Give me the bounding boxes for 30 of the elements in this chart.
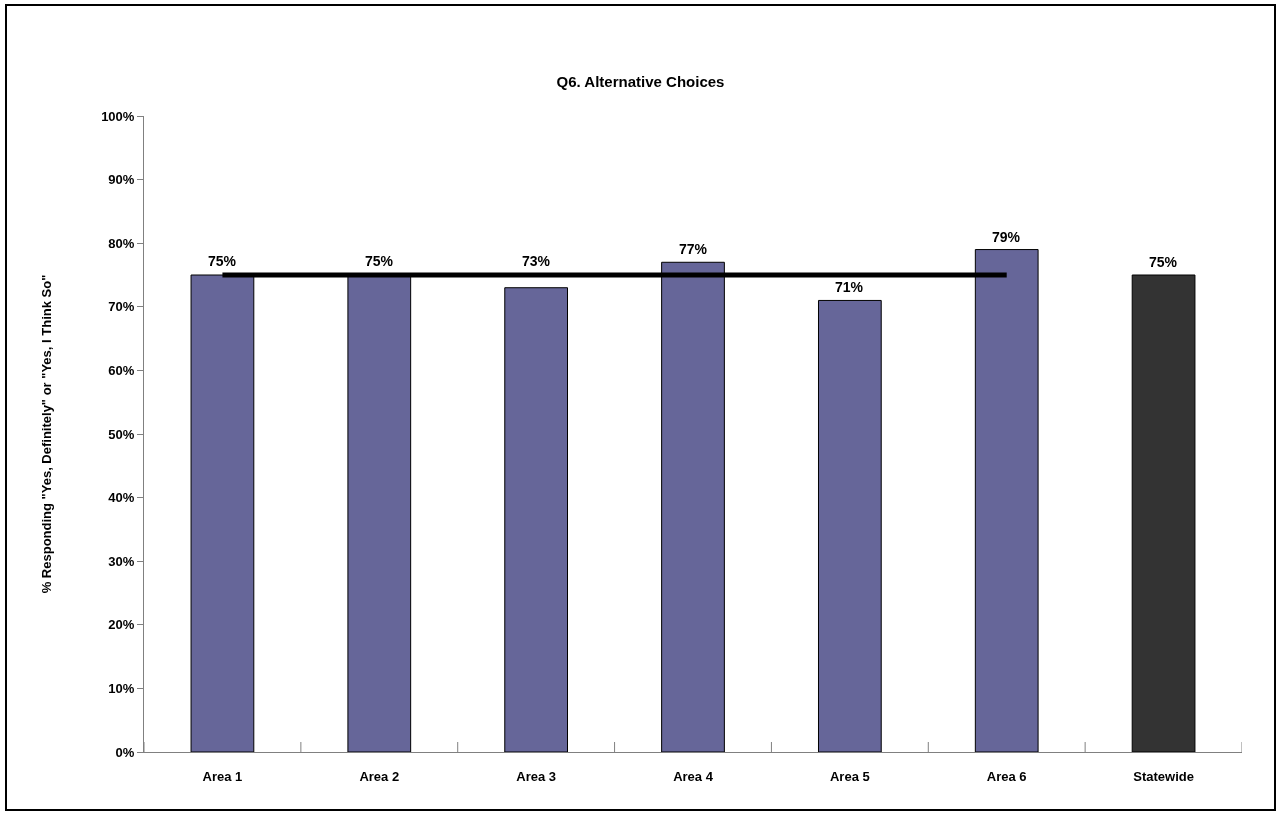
bar <box>504 287 569 752</box>
x-tick-label: Area 4 <box>673 768 714 784</box>
x-tick-label: Area 3 <box>516 768 557 784</box>
data-label: 75% <box>208 253 237 269</box>
y-tick-label: 70% <box>108 299 135 315</box>
x-tick-label: Statewide <box>1133 768 1194 784</box>
y-tick-label: 90% <box>108 172 135 188</box>
data-label: 75% <box>365 253 394 269</box>
x-tick-label: Area 2 <box>359 768 400 784</box>
y-tick-label: 40% <box>108 490 135 506</box>
y-tick-label: 100% <box>101 108 135 124</box>
y-tick-label: 60% <box>108 362 135 378</box>
y-tick-label: 80% <box>108 235 135 251</box>
chart-title: Q6. Alternative Choices <box>556 73 725 91</box>
data-label: 79% <box>992 229 1021 245</box>
x-tick-label: Area 6 <box>986 768 1027 784</box>
data-label: 77% <box>679 241 708 257</box>
y-axis-title: % Responding "Yes, Definitely" or "Yes, I Think So" <box>39 274 55 594</box>
y-tick-label: 30% <box>108 553 135 569</box>
data-label: 73% <box>522 253 551 269</box>
x-tick-label: Area 1 <box>202 768 243 784</box>
y-tick-label: 50% <box>108 426 135 442</box>
data-label: 71% <box>835 279 864 295</box>
y-tick-label: 10% <box>108 680 135 696</box>
x-tick-label: Area 5 <box>829 768 870 784</box>
y-tick-label: 20% <box>108 617 135 633</box>
y-tick-label: 0% <box>115 744 135 760</box>
bar <box>817 299 882 752</box>
bar <box>1131 274 1196 752</box>
data-label: 75% <box>1149 254 1178 270</box>
